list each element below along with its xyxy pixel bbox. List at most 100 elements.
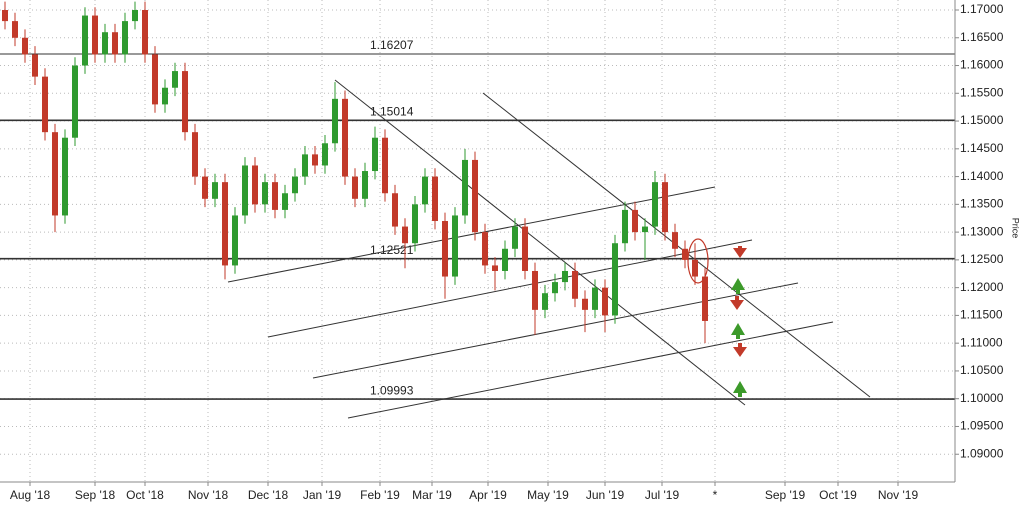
candle-body — [32, 54, 38, 77]
candle-body — [342, 98, 348, 177]
candle-body — [222, 182, 228, 266]
candle-body — [652, 182, 658, 227]
candle-body — [182, 71, 188, 133]
x-tick-label: Mar '19 — [412, 488, 452, 502]
x-tick-label: * — [713, 488, 718, 502]
x-tick-label: Nov '19 — [878, 488, 919, 502]
candle-body — [322, 143, 328, 166]
candle-body — [132, 9, 138, 22]
x-tick-label: Sep '19 — [765, 488, 806, 502]
y-tick-label: 1.09000 — [960, 446, 1004, 460]
candle-body — [522, 226, 528, 271]
grid — [0, 0, 955, 482]
arrow-down — [733, 343, 747, 357]
candle-body — [252, 165, 258, 205]
x-tick-label: Aug '18 — [10, 488, 51, 502]
candle-body — [102, 32, 108, 55]
candle-body — [482, 232, 488, 266]
candle-body — [672, 232, 678, 249]
level-label: 1.16207 — [370, 38, 414, 52]
candle-body — [452, 215, 458, 277]
candle-body — [562, 270, 568, 283]
arrow-up — [731, 278, 745, 294]
x-tick-label: Oct '18 — [126, 488, 164, 502]
candle-body — [282, 193, 288, 210]
candle-body — [592, 287, 598, 310]
candle-body — [422, 176, 428, 205]
y-tick-label: 1.10500 — [960, 363, 1004, 377]
candle-body — [502, 248, 508, 271]
candle-body — [402, 226, 408, 244]
candle-body — [472, 159, 478, 233]
trend-line — [312, 282, 799, 379]
candle-body — [12, 21, 18, 38]
trend-lines — [227, 79, 871, 419]
candles — [2, 1, 708, 344]
candle-body — [702, 276, 708, 321]
candle-body — [642, 226, 648, 233]
y-tick-label: 1.12000 — [960, 280, 1004, 294]
trend-line — [267, 239, 753, 338]
candle-body — [52, 132, 58, 216]
y-tick-label: 1.13500 — [960, 197, 1004, 211]
y-tick-label: 1.11500 — [960, 308, 1003, 322]
candle-body — [272, 182, 278, 210]
trend-line — [334, 79, 746, 406]
candle-body — [142, 9, 148, 55]
candle-body — [442, 221, 448, 277]
candle-body — [112, 32, 118, 55]
x-tick-label: Jul '19 — [645, 488, 680, 502]
candle-body — [82, 15, 88, 66]
candle-body — [42, 76, 48, 133]
candle-body — [212, 182, 218, 199]
arrow-up — [733, 381, 747, 397]
candle-body — [262, 182, 268, 205]
candle-body — [92, 15, 98, 55]
arrow-down — [733, 248, 747, 258]
y-tick-label: 1.16500 — [960, 30, 1004, 44]
y-tick-label: 1.09500 — [960, 419, 1004, 433]
arrow-down — [730, 296, 744, 310]
y-tick-label: 1.11000 — [960, 335, 1003, 349]
candle-body — [202, 176, 208, 199]
highlight-ellipse — [687, 238, 709, 284]
candle-body — [172, 71, 178, 88]
y-tick-label: 1.10000 — [960, 391, 1004, 405]
candle-body — [632, 209, 638, 233]
candle-body — [552, 282, 558, 294]
candle-body — [662, 182, 668, 233]
candle-body — [242, 165, 248, 216]
candle-body — [152, 54, 158, 105]
candle-body — [192, 132, 198, 177]
x-tick-label: Nov '18 — [188, 488, 229, 502]
candle-body — [492, 265, 498, 271]
candle-body — [432, 176, 438, 222]
y-tick-label: 1.14000 — [960, 169, 1004, 183]
y-tick-label: 1.16000 — [960, 58, 1004, 72]
level-label: 1.09993 — [370, 383, 414, 397]
candle-body — [572, 270, 578, 299]
candle-body — [382, 137, 388, 194]
candle-body — [62, 137, 68, 216]
x-tick-label: Jun '19 — [586, 488, 625, 502]
y-axis: 1.09000 1.09500 1.10000 1.10500 1.11000 1.115… — [955, 2, 1004, 460]
x-tick-label: Feb '19 — [360, 488, 400, 502]
arrow-down — [738, 246, 742, 250]
candle-body — [352, 176, 358, 199]
candle-body — [122, 21, 128, 55]
candle-body — [372, 137, 378, 172]
candle-body — [392, 193, 398, 227]
x-tick-label: May '19 — [527, 488, 569, 502]
candle-body — [682, 248, 688, 260]
level-label: 1.15014 — [370, 104, 414, 118]
x-tick-label: Sep '18 — [75, 488, 116, 502]
candle-body — [532, 270, 538, 310]
candle-body — [232, 215, 238, 266]
candle-body — [462, 159, 468, 216]
x-tick-label: Oct '19 — [819, 488, 857, 502]
annotations — [687, 238, 747, 397]
candle-body — [692, 259, 698, 277]
trend-line — [347, 321, 834, 419]
x-tick-label: Dec '18 — [248, 488, 289, 502]
candle-body — [602, 287, 608, 316]
